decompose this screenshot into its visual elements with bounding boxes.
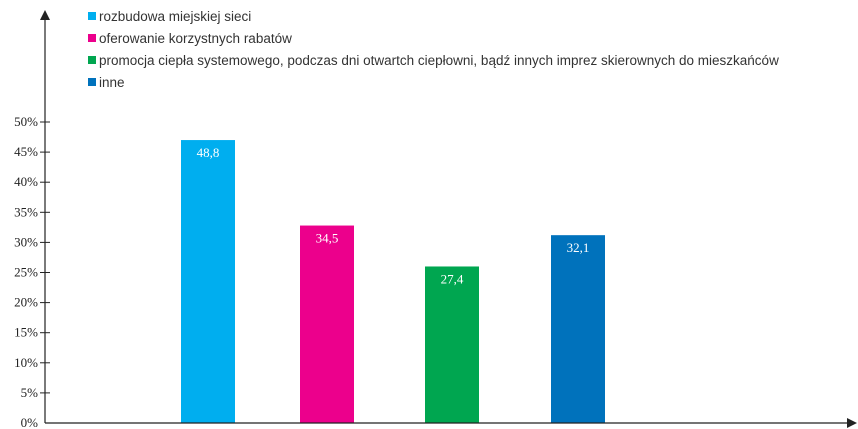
bar-value-label-1: 34,5 <box>316 231 339 246</box>
bar-2 <box>425 266 479 423</box>
legend-label-1: oferowanie korzystnych rabatów <box>99 31 292 46</box>
axes-layer: 0% 5% 10% 15% 20% 25% 30% 35% 40% 45% 50% <box>14 10 857 429</box>
legend-swatch-0 <box>88 12 96 20</box>
legend-item-2: promocja ciepła systemowego, podczas dni… <box>88 52 828 70</box>
y-tick-label-4: 20% <box>14 295 38 310</box>
y-tick-label-7: 35% <box>14 204 38 219</box>
legend-item-1: oferowanie korzystnych rabatów <box>88 30 828 48</box>
bar-value-label-0: 48,8 <box>197 145 220 160</box>
legend-label-2: promocja ciepła systemowego, podczas dni… <box>99 53 779 68</box>
legend-item-3: inne <box>88 74 828 92</box>
y-tick-label-8: 40% <box>14 174 38 189</box>
y-tick-label-1: 5% <box>21 385 39 400</box>
bar-value-label-3: 32,1 <box>567 240 590 255</box>
legend-swatch-3 <box>88 78 96 86</box>
y-tick-label-10: 50% <box>14 114 38 129</box>
legend-swatch-2 <box>88 56 96 64</box>
y-tick-label-2: 10% <box>14 355 38 370</box>
bar-1 <box>300 225 354 423</box>
chart-legend: rozbudowa miejskiej sieci oferowanie kor… <box>88 8 828 96</box>
y-tick-label-9: 45% <box>14 144 38 159</box>
y-tick-label-5: 25% <box>14 265 38 280</box>
bars-layer: 48,8 34,5 27,4 32,1 <box>181 140 605 423</box>
bar-value-label-2: 27,4 <box>441 271 464 286</box>
bar-3 <box>551 235 605 423</box>
y-tick-label-0: 0% <box>21 415 39 429</box>
y-tick-label-3: 15% <box>14 325 38 340</box>
legend-swatch-1 <box>88 34 96 42</box>
y-tick-label-6: 30% <box>14 234 38 249</box>
legend-label-3: inne <box>99 75 125 90</box>
legend-label-0: rozbudowa miejskiej sieci <box>99 9 252 24</box>
legend-item-0: rozbudowa miejskiej sieci <box>88 8 828 26</box>
bar-0 <box>181 140 235 423</box>
